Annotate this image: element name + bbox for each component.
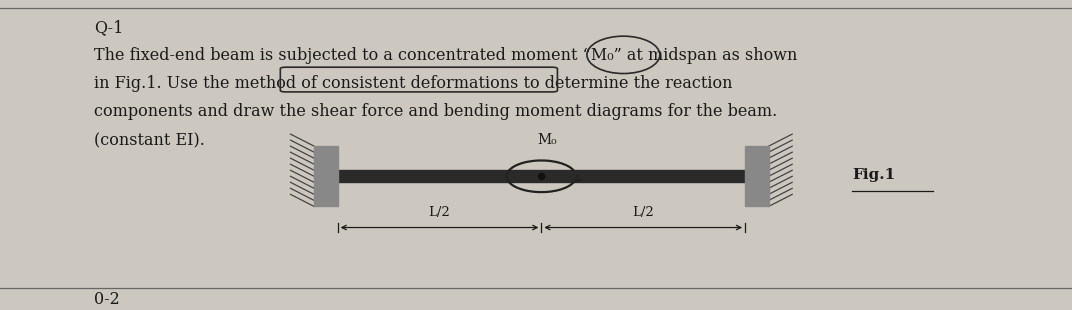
Text: Fig.1: Fig.1	[852, 168, 895, 182]
Bar	[745, 146, 769, 206]
Text: The fixed-end beam is subjected to a concentrated moment “M₀” at midspan as show: The fixed-end beam is subjected to a con…	[94, 47, 798, 64]
Text: M₀: M₀	[537, 133, 556, 147]
Bar	[338, 170, 745, 182]
Text: components and draw the shear force and bending moment diagrams for the beam.: components and draw the shear force and …	[94, 103, 777, 120]
Bar	[314, 146, 338, 206]
Text: L/2: L/2	[429, 206, 450, 219]
Text: L/2: L/2	[632, 206, 654, 219]
Text: (constant EI).: (constant EI).	[94, 132, 205, 149]
Text: 0-2: 0-2	[94, 291, 120, 308]
Text: in Fig.1. Use the method of consistent deformations to determine the reaction: in Fig.1. Use the method of consistent d…	[94, 75, 733, 92]
Text: Q-1: Q-1	[94, 20, 123, 37]
